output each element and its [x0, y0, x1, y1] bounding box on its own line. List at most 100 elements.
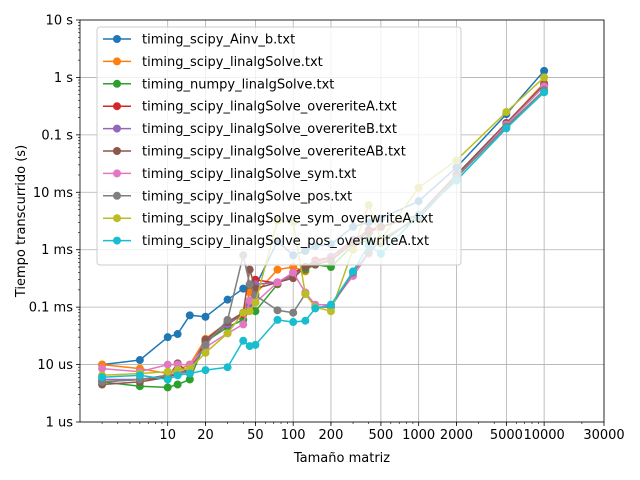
data-point [185, 375, 194, 384]
data-point [540, 73, 549, 82]
y-tick-label: 1 ms [41, 243, 73, 258]
x-tick-label: 20 [197, 428, 214, 443]
y-tick-label: 0.1 s [41, 128, 73, 143]
data-point [163, 360, 172, 369]
y-tick-label: 1 us [46, 416, 74, 431]
x-tick-label: 2000 [440, 428, 473, 443]
data-point [223, 295, 232, 304]
data-point [223, 315, 232, 324]
data-point [135, 356, 144, 365]
data-point [223, 363, 232, 372]
legend-entry: timing_scipy_linalgSolve.txt [103, 55, 323, 70]
y-tick-label: 10 us [37, 358, 73, 373]
data-point [245, 265, 254, 274]
data-point [289, 268, 298, 277]
y-axis-label: Tiempo transcurrido (s) [14, 145, 29, 298]
data-point [98, 364, 107, 373]
data-point [239, 336, 248, 345]
data-point [163, 367, 172, 376]
data-point [135, 371, 144, 380]
x-tick-label: 1000 [402, 428, 435, 443]
legend-entry: timing_scipy_linalgSolve_overeriteA.txt [103, 100, 397, 115]
data-point [251, 340, 260, 349]
x-axis-ticks: 10 20 50 100 200 500 1000 2000 5000 10000 30000 [159, 422, 625, 443]
data-point [540, 88, 549, 97]
legend-marker [113, 191, 121, 200]
legend-marker [113, 79, 121, 88]
data-point [326, 300, 335, 309]
legend-label: timing_scipy_linalgSolve_pos.txt [142, 189, 352, 204]
data-point [251, 298, 260, 307]
x-tick-label: 10 [159, 428, 176, 443]
y-tick-label: 0.1 ms [29, 301, 73, 316]
data-point [239, 308, 248, 317]
legend-entry: timing_scipy_Ainv_b.txt [103, 33, 295, 48]
data-point [311, 304, 320, 313]
data-point [201, 340, 210, 349]
data-point [201, 348, 210, 357]
data-point [98, 373, 107, 382]
legend: timing_scipy_Ainv_b.txt timing_scipy_lina… [96, 26, 462, 266]
data-point [239, 320, 248, 329]
axes-frame [79, 19, 605, 423]
legend-label: timing_scipy_linalgSolve.txt [142, 55, 323, 70]
data-point [540, 66, 549, 75]
data-point [173, 360, 182, 369]
data-point [173, 380, 182, 389]
x-tick-label: 30000 [583, 428, 624, 443]
data-point [289, 308, 298, 317]
legend-entry: timing_scipy_linalgSolve_overeriteB.txt [103, 122, 397, 137]
x-tick-label: 200 [319, 428, 344, 443]
x-tick-label: 5000 [490, 428, 523, 443]
data-point [173, 330, 182, 339]
legend-marker [113, 57, 121, 66]
legend-label: timing_scipy_Ainv_b.txt [142, 33, 295, 48]
data-point [251, 307, 260, 316]
data-point [301, 316, 310, 325]
y-tick-label: 10 s [46, 14, 74, 29]
legend-label: timing_scipy_linalgSolve_pos_overwriteA.… [142, 234, 429, 249]
legend-marker [113, 214, 121, 223]
legend-marker [113, 169, 121, 178]
y-tick-label: 1 s [54, 71, 73, 86]
data-point [185, 369, 194, 378]
data-point [273, 306, 282, 315]
legend-marker [113, 124, 121, 133]
legend-marker [113, 147, 121, 155]
y-axis-ticks: 1 us 10 us 0.1 ms 1 ms 10 ms 0.1 s 1 s 10 s [29, 14, 80, 431]
data-point [502, 124, 511, 133]
data-point [301, 289, 310, 298]
data-point [173, 371, 182, 380]
data-point [239, 284, 248, 293]
legend-label: timing_numpy_linalgSolve.txt [142, 77, 334, 92]
x-tick-label: 100 [281, 428, 306, 443]
data-point [163, 375, 172, 384]
legend-entry: timing_scipy_linalgSolve_sym_overwriteA.… [103, 212, 433, 227]
x-tick-label: 50 [247, 428, 264, 443]
data-point [185, 311, 194, 320]
data-point [245, 280, 254, 289]
x-tick-label: 500 [368, 428, 393, 443]
data-point [245, 307, 254, 316]
plot-area: 10 20 50 100 200 500 1000 2000 5000 10000 30000 1 u… [14, 14, 625, 467]
legend-marker [113, 102, 121, 111]
legend-label: timing_scipy_linalgSolve_overeriteB.txt [142, 122, 397, 137]
legend-box [96, 26, 462, 266]
legend-label: timing_scipy_linalgSolve_overeriteAB.txt [142, 145, 406, 160]
data-point [201, 312, 210, 321]
legend-label: timing_scipy_linalgSolve_overeriteA.txt [142, 100, 397, 115]
legend-label: timing_scipy_linalgSolve_sym.txt [142, 167, 356, 182]
legend-entry: timing_numpy_linalgSolve.txt [103, 77, 334, 92]
data-point [289, 318, 298, 327]
legend-marker [113, 236, 121, 245]
legend-entry: timing_scipy_linalgSolve_overeriteAB.txt [103, 145, 406, 160]
data-point [223, 329, 232, 338]
data-point [273, 265, 282, 274]
legend-entry: timing_scipy_linalgSolve_sym.txt [103, 167, 356, 182]
data-point [201, 366, 210, 375]
data-point [326, 307, 335, 316]
legend-entry: timing_scipy_linalgSolve_pos.txt [103, 189, 352, 204]
legend-label: timing_scipy_linalgSolve_sym_overwriteA.… [142, 212, 433, 227]
data-point [163, 333, 172, 342]
data-point [502, 108, 511, 117]
